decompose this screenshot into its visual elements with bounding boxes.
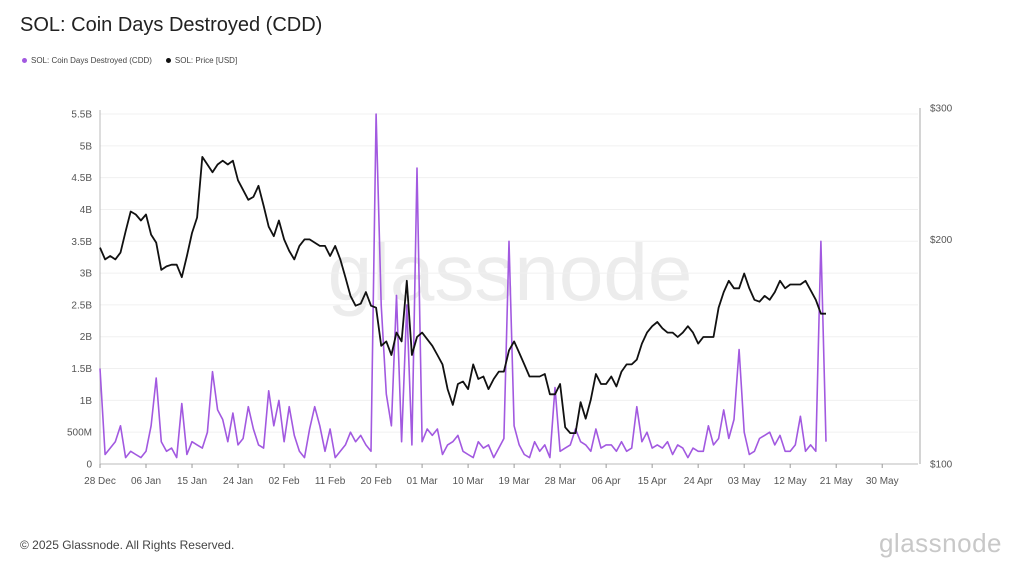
- y-right-tick-label: $300: [930, 104, 953, 115]
- y-left-tick-label: 5.5B: [71, 110, 92, 121]
- y-left-tick-label: 4B: [80, 205, 93, 216]
- series-layer: [99, 113, 827, 459]
- x-tick-label: 28 Dec: [84, 476, 116, 487]
- x-tick-label: 19 Mar: [499, 476, 531, 487]
- y-left-tick-label: 2B: [80, 332, 93, 343]
- x-tick-label: 24 Apr: [684, 476, 714, 487]
- x-tick-label: 28 Mar: [545, 476, 577, 487]
- x-tick-label: 30 May: [866, 476, 899, 487]
- x-tick-label: 24 Jan: [223, 476, 253, 487]
- x-tick-label: 15 Apr: [638, 476, 668, 487]
- price-series-line: [99, 155, 826, 435]
- y-left-tick-label: 500M: [67, 428, 92, 439]
- legend-label-cdd: SOL: Coin Days Destroyed (CDD): [31, 56, 152, 65]
- x-tick-label: 21 May: [820, 476, 853, 487]
- chart-title: SOL: Coin Days Destroyed (CDD): [20, 14, 323, 36]
- x-tick-label: 10 Mar: [453, 476, 485, 487]
- y-left-tick-label: 5B: [80, 141, 93, 152]
- y-left-tick-label: 0: [86, 460, 92, 471]
- x-tick-label: 12 May: [774, 476, 807, 487]
- legend-swatch-cdd: [22, 58, 27, 63]
- legend-item-price[interactable]: SOL: Price [USD]: [165, 56, 238, 65]
- x-tick-label: 06 Jan: [131, 476, 161, 487]
- copyright-footer: © 2025 Glassnode. All Rights Reserved.: [20, 538, 235, 552]
- x-tick-label: 15 Jan: [177, 476, 207, 487]
- legend-item-cdd[interactable]: SOL: Coin Days Destroyed (CDD): [22, 56, 152, 65]
- y-right-tick-label: $100: [930, 460, 953, 471]
- x-tick-label: 02 Feb: [268, 476, 300, 487]
- brand-logo: glassnode: [878, 528, 1002, 558]
- legend-swatch-price: [165, 58, 171, 63]
- legend-label-price: SOL: Price [USD]: [174, 56, 238, 65]
- y-right-tick-label: $200: [930, 235, 953, 246]
- y-left-tick-label: 1B: [80, 396, 93, 407]
- x-tick-label: 01 Mar: [407, 476, 439, 487]
- legend: SOL: Coin Days Destroyed (CDD) SOL: Pric…: [22, 56, 237, 65]
- y-left-tick-label: 3B: [80, 269, 93, 280]
- x-tick-label: 11 Feb: [315, 476, 346, 487]
- x-tick-label: 06 Apr: [592, 476, 622, 487]
- x-tick-label: 03 May: [728, 476, 761, 487]
- axes: 0 500M 1B 1.5B 2B 2.5B 3B 3.5B 4B 4.5B 5B 5.5B $100 $…: [67, 104, 953, 488]
- cdd-series-line: [99, 113, 827, 459]
- y-left-tick-label: 3.5B: [71, 237, 92, 248]
- y-left-tick-label: 4.5B: [71, 173, 92, 184]
- x-tick-label: 20 Feb: [361, 476, 393, 487]
- y-left-tick-label: 1.5B: [71, 364, 92, 375]
- y-left-tick-label: 2.5B: [71, 300, 92, 311]
